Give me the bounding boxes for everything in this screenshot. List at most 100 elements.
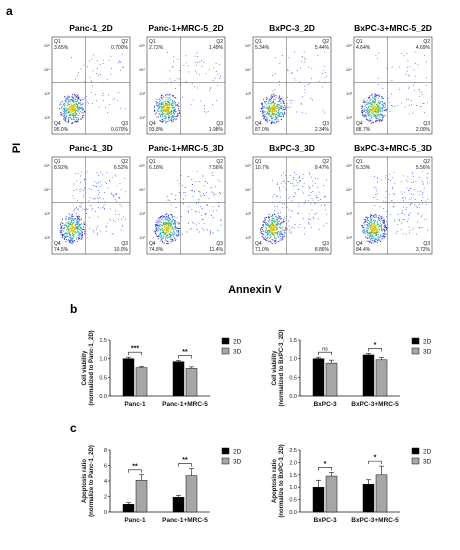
panel-letter-b: b [70,302,77,316]
quadrant-name-q4: Q4 [149,121,156,127]
bar [362,483,375,513]
y-tick-label: 2.5 [289,448,297,454]
quadrant-name-q4: Q4 [255,241,262,247]
quadrant-percent-q2: 7.56% [209,165,224,171]
bar-chart: 0 2 4 6 8 Apoptosis ratio (normalize to Panc-1… [82,445,242,524]
quadrant-percent-q3: 0.670% [111,127,129,133]
y-axis-label-line1: Cell viability [82,350,88,386]
legend-swatch [411,457,420,465]
dot-plot-frame [146,36,226,135]
dot-plot-y-tick: 10² [346,235,352,240]
quadrant-percent-q3: 2.00% [416,127,431,133]
bar [122,358,135,397]
dot-plot-y-tick: 10³ [139,211,145,216]
quadrant-percent-q4: 93.8% [149,127,164,133]
legend-label: 2D [233,449,242,456]
significance-bracket [128,469,142,473]
y-tick-label: 0.5 [289,498,297,504]
y-axis-label-line1: Apoptosis ratio [272,459,278,503]
dot-plot-title: Panc-1+MRC-5_3D [148,143,223,153]
quadrant-percent-q2: 0.700% [111,45,129,51]
significance-bracket [178,463,192,467]
quadrant-name-q3: Q3 [121,241,128,247]
quadrant-name-q1: Q1 [356,159,363,165]
y-tick-label: 1.0 [289,485,297,491]
panel-a-x-label: Annexin V [228,284,282,296]
bar [185,475,198,513]
bar [172,361,185,397]
quadrant-percent-q1: 10.7% [255,165,270,171]
quadrant-percent-q2: 1.49% [209,45,224,51]
legend-label: 2D [423,339,432,346]
dot-plot-title: BxPC-3_2D [269,23,315,33]
dot-plot-events [361,51,428,124]
dot-plot-y-tick: 10⁴ [44,67,50,72]
category-label: BxPC-3+MRC-5 [351,517,399,524]
dot-plot-y-tick: 10⁴ [44,187,50,192]
y-tick-label: 1.5 [289,338,297,344]
dot-plot-y-tick: 10² [139,235,145,240]
dot-plot-y-tick: 10⁵ [245,43,251,48]
y-tick-label: 1.5 [289,473,297,479]
quadrant-name-q2: Q2 [216,159,223,165]
dot-plot-y-tick: 10⁵ [139,163,145,168]
significance-label: ** [132,463,138,470]
quadrant-name-q3: Q3 [216,121,223,127]
quadrant-percent-q1: 2.72% [149,45,164,51]
quadrant-percent-q3: 1.98% [209,127,224,133]
y-tick-label: 0 [104,510,107,516]
quadrant-name-q1: Q1 [54,39,61,45]
legend-label: 3D [233,459,242,466]
quadrant-name-q3: Q3 [322,241,329,247]
quadrant-name-q4: Q4 [356,121,363,127]
quadrant-name-q4: Q4 [255,121,262,127]
dot-plot-y-tick: 10⁵ [139,43,145,48]
category-label: Panc-1 [124,517,146,524]
bar [135,367,148,397]
quadrant-name-q3: Q3 [322,121,329,127]
dot-plot-y-tick: 10³ [245,91,251,96]
y-axis-label-line2: (normalize to BxPC-3_2D) [279,444,285,517]
bar-chart: 0.0 0.5 1.0 1.5 Cell viability (normalized to… [272,329,432,408]
quadrant-percent-q1: 6.33% [356,165,371,171]
category-label: BxPC-3 [313,401,337,408]
legend-label: 2D [233,339,242,346]
flow-cytometry-grid: Panc-1_2DQ13.65%Q20.700%Q495.0%Q30.670%1… [44,23,433,255]
legend-swatch [221,457,230,465]
bar [375,359,388,397]
legend-label: 3D [423,349,432,356]
significance-bracket [128,351,142,356]
dot-plot-y-tick: 10³ [44,91,50,96]
dot-plot-title: Panc-1_3D [69,143,112,153]
y-tick-label: 8 [104,448,107,454]
dot-plot-y-tick: 10⁵ [44,163,50,168]
bar [325,362,338,397]
significance-bracket [178,355,192,359]
quadrant-percent-q2: 4.69% [416,45,431,51]
quadrant-percent-q4: 95.0% [54,127,69,133]
quadrant-name-q4: Q4 [54,121,61,127]
legend-swatch [411,447,420,455]
dot-plot-title: BxPC-3+MRC-5_2D [354,23,432,33]
dot-plot-y-tick: 10⁴ [139,67,145,72]
quadrant-name-q1: Q1 [149,39,156,45]
bar [185,368,198,397]
dot-plot-events [260,51,328,125]
quadrant-percent-q2: 9.47% [315,165,330,171]
legend-swatch [411,347,420,355]
dot-plot-y-tick: 10² [44,115,50,120]
quadrant-percent-q3: 11.4% [209,247,223,253]
quadrant-percent-q1: 3.65% [54,45,69,51]
quadrant-percent-q1: 6.18% [149,165,164,171]
dot-plot-y-tick: 10² [245,235,251,240]
legend-label: 2D [423,449,432,456]
legend-swatch [221,347,230,355]
dot-plot-y-tick: 10⁴ [139,187,145,192]
dot-plot-y-tick: 10⁵ [44,43,50,48]
y-tick-label: 4 [104,479,107,485]
quadrant-percent-q4: 88.7% [356,127,371,133]
dot-plot-events [154,171,222,245]
